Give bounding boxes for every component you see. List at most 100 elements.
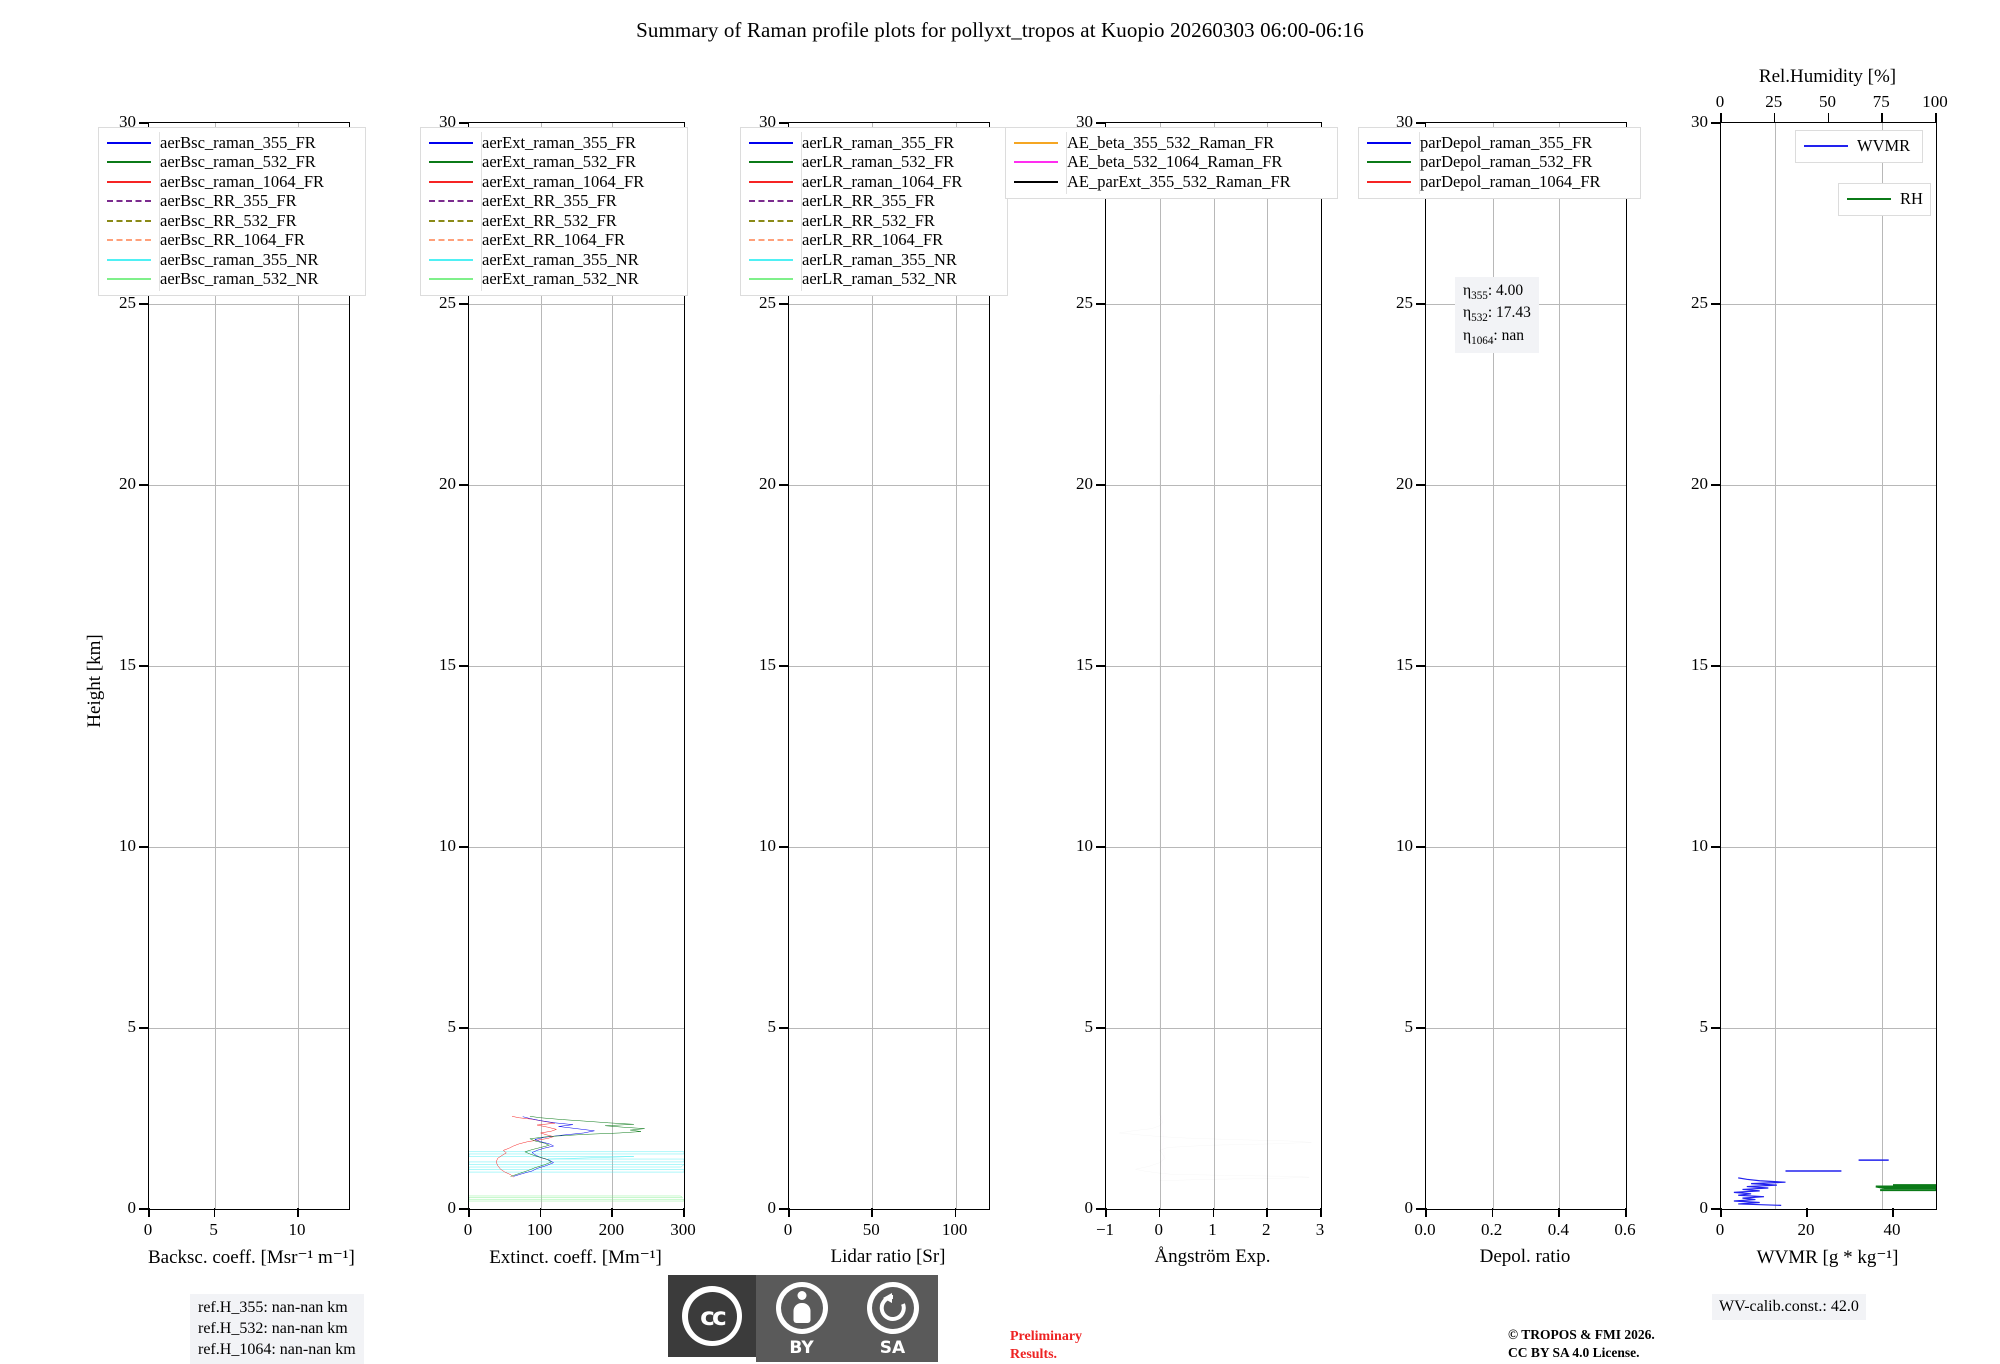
legend-swatch [749,219,793,222]
y-tick-5: 5 [1404,1016,1414,1036]
cc-sa-icon: SA [847,1275,938,1362]
p5-x-tick-04: 0.4 [1547,1220,1569,1239]
angstrom-curves [1106,123,1321,1209]
panel-extinction: 0 5 10 15 20 25 30 0 100 200 300 Extinct… [439,112,696,1268]
legend-swatch [749,200,793,203]
preliminary-line-2: Results. [1010,1346,1058,1362]
eta-1064-line: η1064: nan [1463,326,1524,347]
legend-item[interactable]: aerBsc_raman_532_FR [107,153,357,173]
legend-item[interactable]: aerLR_raman_1064_FR [749,172,999,192]
legend-label: aerBsc_RR_532_FR [160,210,297,230]
legend-label: aerExt_RR_355_FR [482,191,617,210]
legend-label: WVMR [1857,135,1911,155]
legend-swatch [107,200,151,203]
cc-by-icon: BY [756,1275,847,1362]
p6-top-tick-25: 25 [1765,92,1783,111]
legend-label: aerBsc_raman_355_FR [160,132,316,152]
panel-angstrom-axes [1105,122,1322,1210]
cc-by-label: BY [789,1338,814,1358]
y-tick-10: 10 [759,836,776,856]
p6-axis-title-top: Rel.Humidity [%] [1758,66,1897,87]
ref-h-1064: ref.H_1064: nan-nan km [198,1340,356,1358]
legend-swatch [749,278,793,281]
legend-item[interactable]: AE_parExt_355_532_Raman_FR [1014,172,1329,192]
y-tick-25: 25 [1396,293,1413,313]
legend-item[interactable]: aerBsc_RR_1064_FR [107,231,357,251]
legend-item[interactable]: aerLR_RR_532_FR [749,211,999,231]
legend-item[interactable]: aerLR_raman_532_NR [749,270,999,290]
legend-label: aerExt_raman_355_NR [482,249,639,269]
legend-item[interactable]: aerBsc_raman_355_NR [107,250,357,270]
legend-swatch [107,141,151,144]
legend-label: parDepol_raman_1064_FR [1420,171,1601,191]
panel-backscatter: 0 5 10 15 20 25 30 0 5 10 Backsc. coeff.… [119,112,355,1268]
y-tick-25: 25 [119,293,136,313]
wvmr-rh-curves [1721,123,1936,1209]
y-tick-15: 15 [1076,655,1093,674]
legend-angstrom[interactable]: AE_beta_355_532_Raman_FR AE_beta_532_106… [1005,127,1338,199]
p2-x-tick-0: 0 [463,1220,473,1239]
y-tick-0: 0 [767,1198,777,1217]
legend-swatch [749,239,793,242]
preliminary-results-note: Preliminary Results. [1010,1328,1082,1363]
legend-item[interactable]: aerBsc_RR_355_FR [107,192,357,212]
y-tick-10: 10 [1076,836,1093,856]
p3-axis-title: Lidar ratio [Sr] [830,1246,946,1267]
legend-item[interactable]: aerLR_RR_355_FR [749,192,999,212]
y-tick-25: 25 [1076,293,1093,313]
y-tick-20: 20 [1691,473,1708,493]
legend-swatch [429,239,473,242]
legend-item[interactable]: aerExt_RR_1064_FR [429,231,679,251]
legend-item[interactable]: parDepol_raman_1064_FR [1367,172,1632,192]
legend-item[interactable]: AE_beta_355_532_Raman_FR [1014,133,1329,153]
legend-item[interactable]: aerBsc_raman_355_FR [107,133,357,153]
p4-x-tick-3: 3 [1315,1220,1325,1239]
legend-item[interactable]: aerExt_raman_1064_FR [429,172,679,192]
p3-x-tick-0: 0 [783,1220,793,1239]
legend-depol-ratio[interactable]: parDepol_raman_355_FR parDepol_raman_532… [1358,127,1641,199]
legend-extinction[interactable]: aerExt_raman_355_FR aerExt_raman_532_FR … [420,127,688,296]
legend-item[interactable]: aerExt_raman_532_NR [429,270,679,290]
legend-item[interactable]: aerExt_RR_532_FR [429,211,679,231]
legend-item[interactable]: aerLR_raman_355_NR [749,250,999,270]
p2-x-tick-300: 300 [670,1220,696,1239]
p1-axis-title: Backsc. coeff. [Msr⁻¹ m⁻¹] [148,1247,355,1268]
legend-swatch [107,239,151,242]
p4-x-tick-2: 2 [1262,1220,1271,1239]
p4-x-tick-1: 1 [1208,1220,1217,1239]
legend-item[interactable]: aerExt_RR_355_FR [429,192,679,212]
legend-item[interactable]: AE_beta_532_1064_Raman_FR [1014,153,1329,173]
legend-item[interactable]: RH [1847,188,1923,209]
legend-item[interactable]: aerBsc_RR_532_FR [107,211,357,231]
legend-item[interactable]: aerLR_raman_532_FR [749,153,999,173]
legend-backscatter[interactable]: aerBsc_raman_355_FR aerBsc_raman_532_FR … [98,127,366,296]
legend-item[interactable]: aerLR_RR_1064_FR [749,231,999,251]
legend-label: aerLR_RR_532_FR [802,210,935,230]
legend-item[interactable]: aerBsc_raman_1064_FR [107,172,357,192]
legend-wvmr[interactable]: WVMR [1795,130,1923,163]
legend-item[interactable]: parDepol_raman_532_FR [1367,153,1632,173]
legend-item[interactable]: aerLR_raman_355_FR [749,133,999,153]
wv-calib-annotation: WV-calib.const.: 42.0 [1712,1294,1866,1320]
legend-item[interactable]: aerExt_raman_355_FR [429,133,679,153]
p1-x-tick-0: 0 [143,1220,153,1239]
legend-swatch [749,180,793,183]
p4-x-tick-0: 0 [1154,1220,1164,1239]
legend-label: AE_beta_532_1064_Raman_FR [1067,152,1283,171]
legend-item[interactable]: aerExt_raman_355_NR [429,250,679,270]
y-tick-15: 15 [759,655,776,674]
legend-rh[interactable]: RH [1838,183,1931,216]
legend-label: RH [1900,188,1923,208]
legend-item[interactable]: aerExt_raman_532_FR [429,153,679,173]
legend-item[interactable]: parDepol_raman_355_FR [1367,133,1632,153]
panel-wvmr-rh-axes [1720,122,1937,1210]
p6-x-tick-20: 20 [1797,1220,1815,1239]
legend-label: aerLR_raman_532_FR [802,152,955,171]
copyright-line-1: © TROPOS & FMI 2026. [1508,1327,1655,1342]
legend-item[interactable]: WVMR [1804,136,1914,156]
p6-axis-title: WVMR [g * kg⁻¹] [1756,1247,1899,1268]
legend-lidar-ratio[interactable]: aerLR_raman_355_FR aerLR_raman_532_FR ae… [740,127,1008,296]
legend-swatch [429,141,473,144]
y-tick-30: 30 [1076,112,1093,131]
legend-item[interactable]: aerBsc_raman_532_NR [107,270,357,290]
